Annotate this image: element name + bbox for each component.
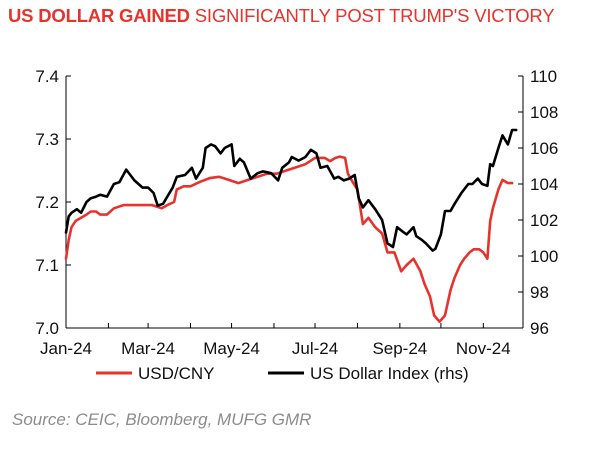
legend-label-usdcny: USD/CNY <box>138 364 215 383</box>
y-right-tick-label: 106 <box>530 139 558 158</box>
y-left-tick-label: 7.1 <box>35 256 59 275</box>
y-right-tick-label: 104 <box>530 175 558 194</box>
series-line-dollar-index <box>64 128 518 252</box>
x-tick-label: Sep-24 <box>372 339 427 358</box>
y-left-tick-label: 7.2 <box>35 193 59 212</box>
x-tick-label: Mar-24 <box>121 339 175 358</box>
y-right-tick-label: 108 <box>530 103 558 122</box>
y-left-tick-label: 7.0 <box>35 319 59 338</box>
legend-label-dollar-index: US Dollar Index (rhs) <box>310 364 469 383</box>
series-line-usdcny <box>64 155 514 323</box>
x-tick-label: Nov-24 <box>456 339 511 358</box>
x-tick-label: Jul-24 <box>292 339 338 358</box>
chart-title-rest: SIGNIFICANTLY POST TRUMP'S VICTORY <box>189 5 555 26</box>
y-right-tick-label: 102 <box>530 211 558 230</box>
x-tick-label: Jan-24 <box>40 339 92 358</box>
x-tick-label: May-24 <box>203 339 260 358</box>
y-right-tick-label: 110 <box>530 67 557 86</box>
y-right-tick-label: 100 <box>530 247 558 266</box>
y-right-tick-label: 98 <box>530 283 549 302</box>
chart-title-bold: US DOLLAR GAINED <box>8 5 190 26</box>
y-right-tick-label: 96 <box>530 319 549 338</box>
chart-title: US DOLLAR GAINED SIGNIFICANTLY POST TRUM… <box>8 3 588 28</box>
y-left-tick-label: 7.4 <box>35 67 59 86</box>
source-note: Source: CEIC, Bloomberg, MUFG GMR <box>12 410 312 429</box>
y-left-tick-label: 7.3 <box>35 130 59 149</box>
